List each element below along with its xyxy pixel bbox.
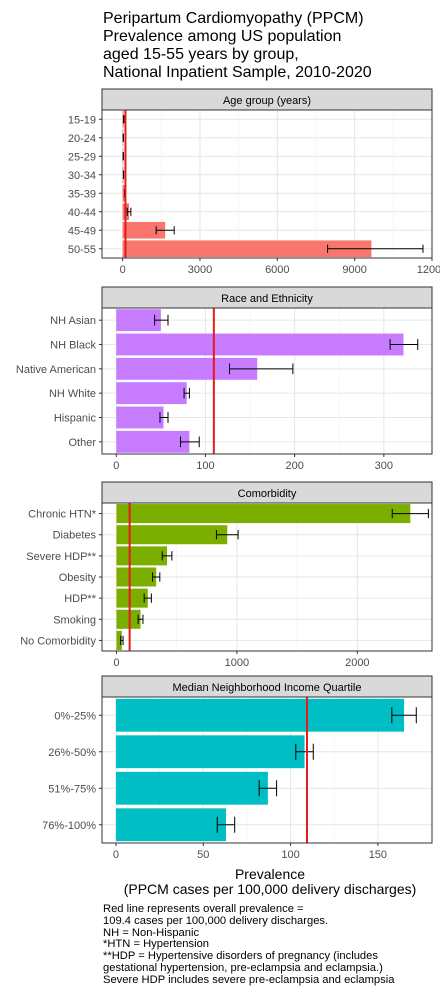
category-label: 35-39 bbox=[68, 188, 96, 200]
x-tick-label: 0 bbox=[113, 849, 119, 861]
bar bbox=[122, 184, 125, 202]
category-label: 45-49 bbox=[68, 225, 96, 237]
panel-strip-title: Median Neighborhood Income Quartile bbox=[173, 682, 362, 694]
category-label: 30-34 bbox=[68, 170, 96, 182]
panel-2: Race and Ethnicity NH Asian NH Black Native… bbox=[16, 286, 433, 472]
x-tick-label: 1000 bbox=[225, 657, 249, 669]
category-label: 15-19 bbox=[68, 114, 96, 126]
bar bbox=[122, 240, 372, 258]
panel-strip-title: Comorbidity bbox=[238, 488, 297, 500]
category-label: 26%-50% bbox=[48, 747, 96, 759]
footnote-line: gestational hypertension, pre-eclampsia … bbox=[103, 961, 383, 974]
bar bbox=[116, 546, 168, 566]
bar bbox=[115, 698, 405, 732]
bar bbox=[116, 430, 190, 453]
x-tick-label: 100 bbox=[281, 849, 299, 861]
x-tick-label: 300 bbox=[375, 460, 393, 472]
category-label: 20-24 bbox=[68, 133, 96, 145]
category-label: Chronic HTN* bbox=[28, 509, 97, 521]
panel-4: Median Neighborhood Income Quartile 0%-25… bbox=[42, 675, 433, 861]
category-label: 76%-100% bbox=[42, 820, 96, 832]
category-label: HDP** bbox=[64, 593, 97, 605]
bar bbox=[116, 567, 157, 587]
x-tick-label: 2000 bbox=[345, 657, 369, 669]
footnote-line: *HTN = Hypertension bbox=[103, 938, 210, 951]
x-tick-label: 6000 bbox=[265, 264, 289, 276]
category-label: NH Asian bbox=[50, 315, 96, 327]
panel-strip-title: Race and Ethnicity bbox=[221, 293, 313, 305]
panel-1: Age group (years) 15-19 20-24 25-29 30-34 35-… bbox=[68, 88, 440, 276]
category-label: 51%-75% bbox=[48, 783, 96, 795]
bar bbox=[116, 382, 187, 405]
panel-3: Comorbidity Chronic HTN* Diabetes Severe HD… bbox=[20, 481, 433, 669]
x-tick-label: 0 bbox=[120, 264, 126, 276]
category-label: Severe HDP** bbox=[26, 551, 96, 563]
panel-strip-title: Age group (years) bbox=[223, 95, 311, 107]
x-tick-label: 0 bbox=[113, 460, 119, 472]
chart-title-line-1: Peripartum Cardiomyopathy (PPCM) bbox=[103, 10, 364, 27]
bar bbox=[116, 588, 148, 608]
chart-title-line-2: Prevalence among US population bbox=[103, 28, 341, 45]
facet-panels: Age group (years) 15-19 20-24 25-29 30-34 35-… bbox=[16, 88, 440, 861]
bar bbox=[115, 771, 268, 805]
category-label: 40-44 bbox=[68, 207, 96, 219]
footnotes: Red line represents overall prevalence =… bbox=[103, 903, 438, 987]
bar bbox=[116, 630, 122, 650]
category-label: 0%-25% bbox=[54, 710, 96, 722]
category-label: 50-55 bbox=[68, 244, 96, 256]
panel-background bbox=[102, 308, 432, 454]
bar bbox=[116, 357, 258, 380]
panel-border bbox=[101, 307, 433, 455]
x-tick-label: 9000 bbox=[342, 264, 366, 276]
footnote-line: Red line represents overall prevalence = bbox=[103, 903, 304, 915]
category-label: NH Black bbox=[50, 340, 96, 352]
category-label: Native American bbox=[16, 364, 96, 376]
x-tick-label: 12000 bbox=[417, 264, 440, 276]
footnote-line: **HDP = Hypertensive disorders of pregna… bbox=[103, 950, 378, 963]
category-label: No Comorbidity bbox=[20, 635, 96, 647]
category-label: 25-29 bbox=[68, 151, 96, 163]
category-label: Diabetes bbox=[53, 530, 97, 542]
bar bbox=[116, 333, 404, 356]
category-label: NH White bbox=[49, 388, 96, 400]
x-axis-subtitle: (PPCM cases per 100,000 delivery dischar… bbox=[124, 881, 417, 897]
x-tick-label: 150 bbox=[369, 849, 387, 861]
panel-border bbox=[101, 109, 433, 259]
footnote-line: NH = Non-Hispanic bbox=[103, 926, 200, 939]
x-tick-label: 200 bbox=[285, 460, 303, 472]
bar bbox=[116, 309, 161, 332]
bar bbox=[116, 406, 164, 429]
bar bbox=[116, 504, 411, 524]
x-tick-label: 100 bbox=[196, 460, 214, 472]
bar bbox=[122, 221, 166, 239]
x-tick-label: 0 bbox=[113, 657, 119, 669]
bar bbox=[116, 525, 228, 545]
panel-border bbox=[101, 696, 433, 844]
category-label: Smoking bbox=[53, 614, 96, 626]
bar bbox=[116, 609, 141, 629]
panel-border bbox=[101, 502, 433, 652]
bar bbox=[115, 808, 226, 842]
chart-title-line-4: National Inpatient Sample, 2010-2020 bbox=[103, 64, 372, 81]
category-label: Obesity bbox=[59, 572, 97, 584]
footnote-line: Severe HDP includes severe pre-eclampsia… bbox=[103, 973, 395, 986]
chart-title-line-3: aged 15-55 years by group, bbox=[103, 46, 299, 63]
x-axis-title: Prevalence bbox=[235, 866, 305, 882]
category-label: Other bbox=[68, 437, 96, 449]
x-tick-label: 50 bbox=[197, 849, 209, 861]
category-label: Hispanic bbox=[54, 413, 97, 425]
footnote-line: 109.4 cases per 100,000 delivery dischar… bbox=[103, 914, 329, 927]
x-tick-label: 3000 bbox=[188, 264, 212, 276]
bar bbox=[115, 735, 305, 769]
